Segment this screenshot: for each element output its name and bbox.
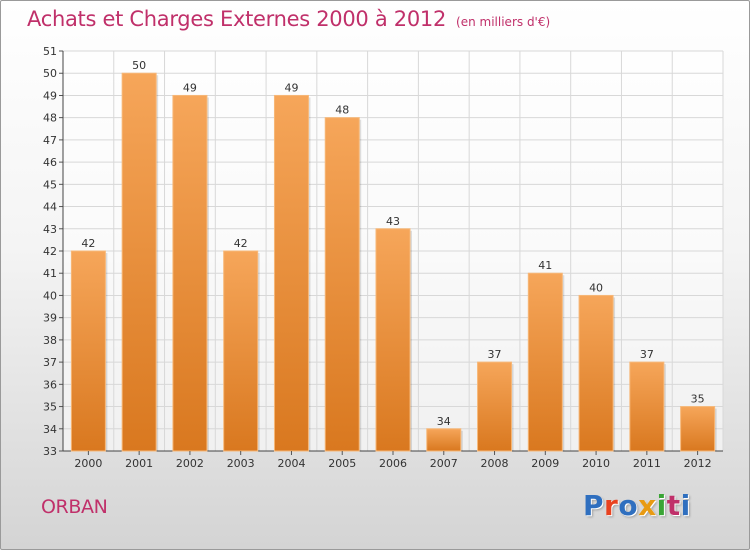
y-tick-label: 48: [43, 112, 57, 125]
bar-2008: [477, 361, 513, 452]
x-tick-label: 2002: [176, 457, 204, 470]
y-tick-label: 36: [43, 378, 57, 391]
data-label: 43: [386, 215, 400, 228]
x-tick-label: 2003: [227, 457, 255, 470]
commune-name: ORBAN: [41, 496, 108, 518]
data-label: 50: [132, 59, 146, 72]
bar-2003: [223, 250, 259, 452]
x-tick-label: 2005: [328, 457, 356, 470]
logo-letter: P: [583, 489, 605, 522]
x-tick-label: 2006: [379, 457, 407, 470]
x-tick-label: 2004: [277, 457, 305, 470]
data-label: 40: [589, 281, 603, 294]
logo-letter: x: [638, 489, 657, 522]
y-tick-label: 43: [43, 223, 57, 236]
y-tick-label: 33: [43, 445, 57, 458]
data-label: 42: [234, 237, 248, 250]
y-tick-label: 49: [43, 89, 57, 102]
logo-letter: o: [618, 489, 639, 522]
x-tick-label: 2008: [481, 457, 509, 470]
x-tick-label: 2012: [684, 457, 712, 470]
proxiti-logo: Proxiti: [583, 489, 691, 522]
y-tick-label: 34: [43, 423, 57, 436]
y-tick-label: 47: [43, 134, 57, 147]
data-label: 42: [81, 237, 95, 250]
data-label: 37: [488, 348, 502, 361]
data-label: 35: [691, 393, 705, 406]
bar-2012: [680, 406, 716, 452]
logo-letter: i: [656, 489, 667, 522]
bar-2007: [426, 428, 462, 452]
data-label: 41: [538, 259, 552, 272]
data-label: 49: [183, 81, 197, 94]
x-tick-label: 2001: [125, 457, 153, 470]
bar-2009: [527, 272, 563, 452]
y-tick-label: 42: [43, 245, 57, 258]
y-tick-label: 46: [43, 156, 57, 169]
data-label: 49: [284, 81, 298, 94]
data-label: 34: [437, 415, 451, 428]
y-tick-label: 41: [43, 267, 57, 280]
y-tick-label: 37: [43, 356, 57, 369]
chart-title: Achats et Charges Externes 2000 à 2012 (e…: [27, 7, 550, 31]
x-tick-label: 2011: [633, 457, 661, 470]
logo-letter: t: [666, 489, 681, 522]
y-tick-label: 45: [43, 178, 57, 191]
y-tick-label: 50: [43, 67, 57, 80]
chart-unit: (en milliers d'€): [456, 15, 551, 29]
logo-letter: r: [604, 489, 619, 522]
bar-2005: [324, 117, 360, 452]
x-tick-label: 2007: [430, 457, 458, 470]
bar-2010: [578, 294, 614, 452]
bar-2006: [375, 228, 411, 452]
chart-title-text: Achats et Charges Externes 2000 à 2012: [27, 7, 447, 31]
data-label: 48: [335, 104, 349, 117]
y-tick-label: 39: [43, 312, 57, 325]
bar-2001: [121, 72, 157, 452]
y-tick-label: 38: [43, 334, 57, 347]
bar-2000: [70, 250, 106, 452]
y-tick-label: 35: [43, 401, 57, 414]
y-tick-label: 40: [43, 289, 57, 302]
x-tick-label: 2010: [582, 457, 610, 470]
logo-letter: i: [680, 489, 691, 522]
bar-2004: [273, 94, 309, 452]
bar-2002: [172, 94, 208, 452]
x-tick-label: 2000: [74, 457, 102, 470]
y-tick-label: 51: [43, 45, 57, 58]
data-label: 37: [640, 348, 654, 361]
x-tick-label: 2009: [531, 457, 559, 470]
y-tick-label: 44: [43, 201, 57, 214]
bar-2011: [629, 361, 665, 452]
